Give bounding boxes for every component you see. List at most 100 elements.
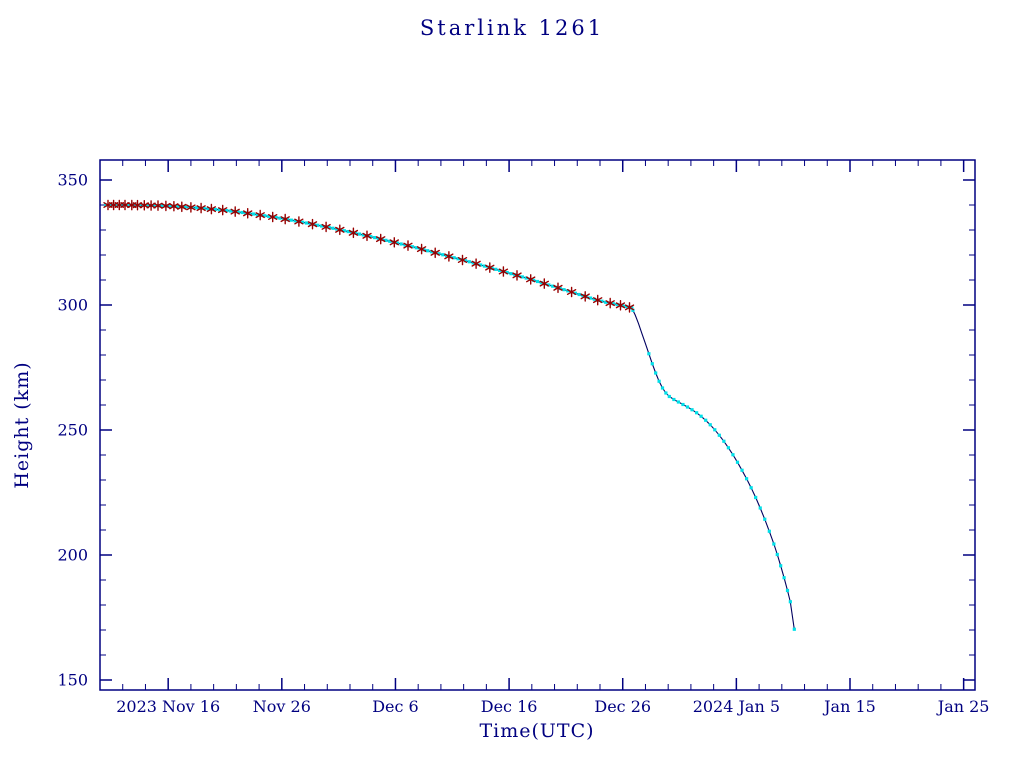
cyan-data-marker bbox=[240, 210, 244, 215]
red-asterisk-marker bbox=[471, 260, 481, 267]
chart-title: Starlink 1261 bbox=[419, 16, 605, 40]
cyan-data-marker bbox=[384, 238, 388, 242]
red-asterisk-marker bbox=[389, 239, 399, 246]
cyan-data-marker bbox=[471, 261, 475, 265]
cyan-data-marker bbox=[482, 264, 487, 268]
cyan-data-marker bbox=[266, 214, 271, 218]
cyan-data-marker bbox=[726, 446, 731, 450]
cyan-data-marker bbox=[304, 221, 309, 225]
cyan-data-marker bbox=[650, 362, 654, 366]
red-asterisk-marker bbox=[512, 272, 522, 279]
cyan-data-marker bbox=[456, 257, 460, 261]
cyan-data-marker bbox=[160, 204, 165, 208]
cyan-data-marker bbox=[676, 400, 681, 404]
red-asterisk-marker bbox=[255, 212, 265, 219]
cyan-data-marker bbox=[722, 439, 726, 443]
cyan-data-marker bbox=[615, 302, 619, 307]
cyan-data-marker bbox=[699, 414, 703, 418]
cyan-data-marker bbox=[547, 283, 551, 287]
height-decay-curve bbox=[105, 204, 795, 630]
cyan-data-marker bbox=[775, 552, 779, 557]
cyan-data-marker bbox=[758, 506, 762, 510]
cyan-data-marker bbox=[667, 394, 671, 399]
red-asterisk-marker bbox=[526, 276, 536, 283]
x-tick-label: Dec 6 bbox=[372, 697, 419, 716]
red-asterisk-marker bbox=[186, 204, 196, 211]
cyan-data-marker bbox=[524, 276, 528, 280]
cyan-data-marker bbox=[749, 486, 753, 490]
cyan-data-marker bbox=[772, 542, 776, 546]
cyan-data-marker bbox=[395, 241, 399, 245]
cyan-data-marker bbox=[369, 235, 373, 239]
cyan-data-marker bbox=[414, 246, 418, 250]
cyan-data-marker bbox=[498, 268, 502, 273]
red-asterisk-marker bbox=[444, 253, 454, 260]
red-asterisk-marker bbox=[280, 216, 290, 223]
cyan-data-marker bbox=[672, 397, 676, 402]
red-asterisk-marker bbox=[217, 207, 228, 214]
cyan-data-marker bbox=[600, 299, 604, 303]
cyan-data-marker bbox=[467, 260, 471, 264]
cyan-data-marker bbox=[373, 235, 377, 240]
cyan-data-marker bbox=[274, 215, 278, 220]
cyan-data-marker bbox=[403, 243, 407, 247]
cyan-data-marker bbox=[792, 627, 796, 631]
cyan-data-marker bbox=[740, 468, 744, 472]
x-tick-label: Nov 26 bbox=[253, 697, 311, 716]
cyan-data-marker bbox=[660, 386, 665, 390]
red-asterisk-marker bbox=[321, 223, 331, 230]
red-asterisk-marker bbox=[580, 293, 590, 300]
red-asterisk-marker bbox=[362, 232, 372, 239]
red-asterisk-marker bbox=[132, 202, 143, 209]
cyan-data-marker bbox=[191, 205, 195, 210]
cyan-data-marker bbox=[107, 203, 112, 207]
cyan-data-marker bbox=[119, 203, 123, 207]
cyan-data-marker bbox=[342, 229, 346, 233]
red-asterisk-marker bbox=[177, 203, 187, 210]
cyan-data-marker bbox=[690, 408, 694, 412]
cyan-data-marker bbox=[505, 270, 509, 275]
cyan-data-marker bbox=[138, 203, 142, 207]
red-asterisk-marker bbox=[242, 210, 253, 217]
red-asterisk-marker bbox=[485, 264, 495, 271]
red-asterisk-marker bbox=[139, 202, 150, 209]
cyan-data-marker bbox=[187, 205, 191, 209]
cyan-data-marker bbox=[145, 203, 149, 208]
cyan-data-marker bbox=[104, 203, 108, 207]
cyan-data-marker bbox=[694, 411, 699, 415]
cyan-data-marker bbox=[767, 529, 771, 533]
cyan-data-marker bbox=[278, 216, 282, 220]
cyan-data-marker bbox=[289, 218, 293, 222]
red-asterisk-marker bbox=[605, 300, 615, 307]
cyan-data-marker bbox=[437, 252, 441, 256]
cyan-data-marker bbox=[331, 226, 335, 230]
cyan-data-marker bbox=[704, 418, 708, 422]
cyan-data-marker bbox=[236, 210, 240, 214]
cyan-data-marker bbox=[566, 289, 570, 293]
cyan-data-marker bbox=[685, 405, 690, 409]
red-asterisk-marker bbox=[120, 201, 130, 209]
cyan-data-marker bbox=[263, 214, 267, 218]
red-asterisk-marker bbox=[335, 226, 345, 233]
red-asterisk-marker bbox=[196, 205, 206, 212]
red-asterisk-marker bbox=[376, 236, 386, 243]
cyan-data-marker bbox=[713, 428, 717, 432]
cyan-data-marker bbox=[494, 267, 498, 271]
cyan-data-marker bbox=[399, 242, 403, 246]
cyan-data-marker bbox=[588, 296, 593, 300]
cyan-data-marker bbox=[335, 227, 339, 231]
cyan-data-marker bbox=[623, 304, 627, 308]
red-asterisk-marker bbox=[593, 297, 603, 304]
cyan-data-marker bbox=[731, 453, 735, 457]
cyan-data-marker bbox=[225, 208, 229, 213]
y-tick-label: 250 bbox=[57, 421, 88, 440]
cyan-data-marker bbox=[202, 206, 206, 211]
cyan-data-marker bbox=[708, 423, 712, 427]
cyan-data-marker bbox=[509, 272, 513, 276]
red-asterisk-marker bbox=[498, 268, 509, 275]
cyan-data-marker bbox=[354, 231, 358, 235]
cyan-data-marker bbox=[251, 212, 256, 216]
cyan-data-marker bbox=[657, 379, 661, 383]
red-asterisk-marker bbox=[566, 289, 577, 295]
